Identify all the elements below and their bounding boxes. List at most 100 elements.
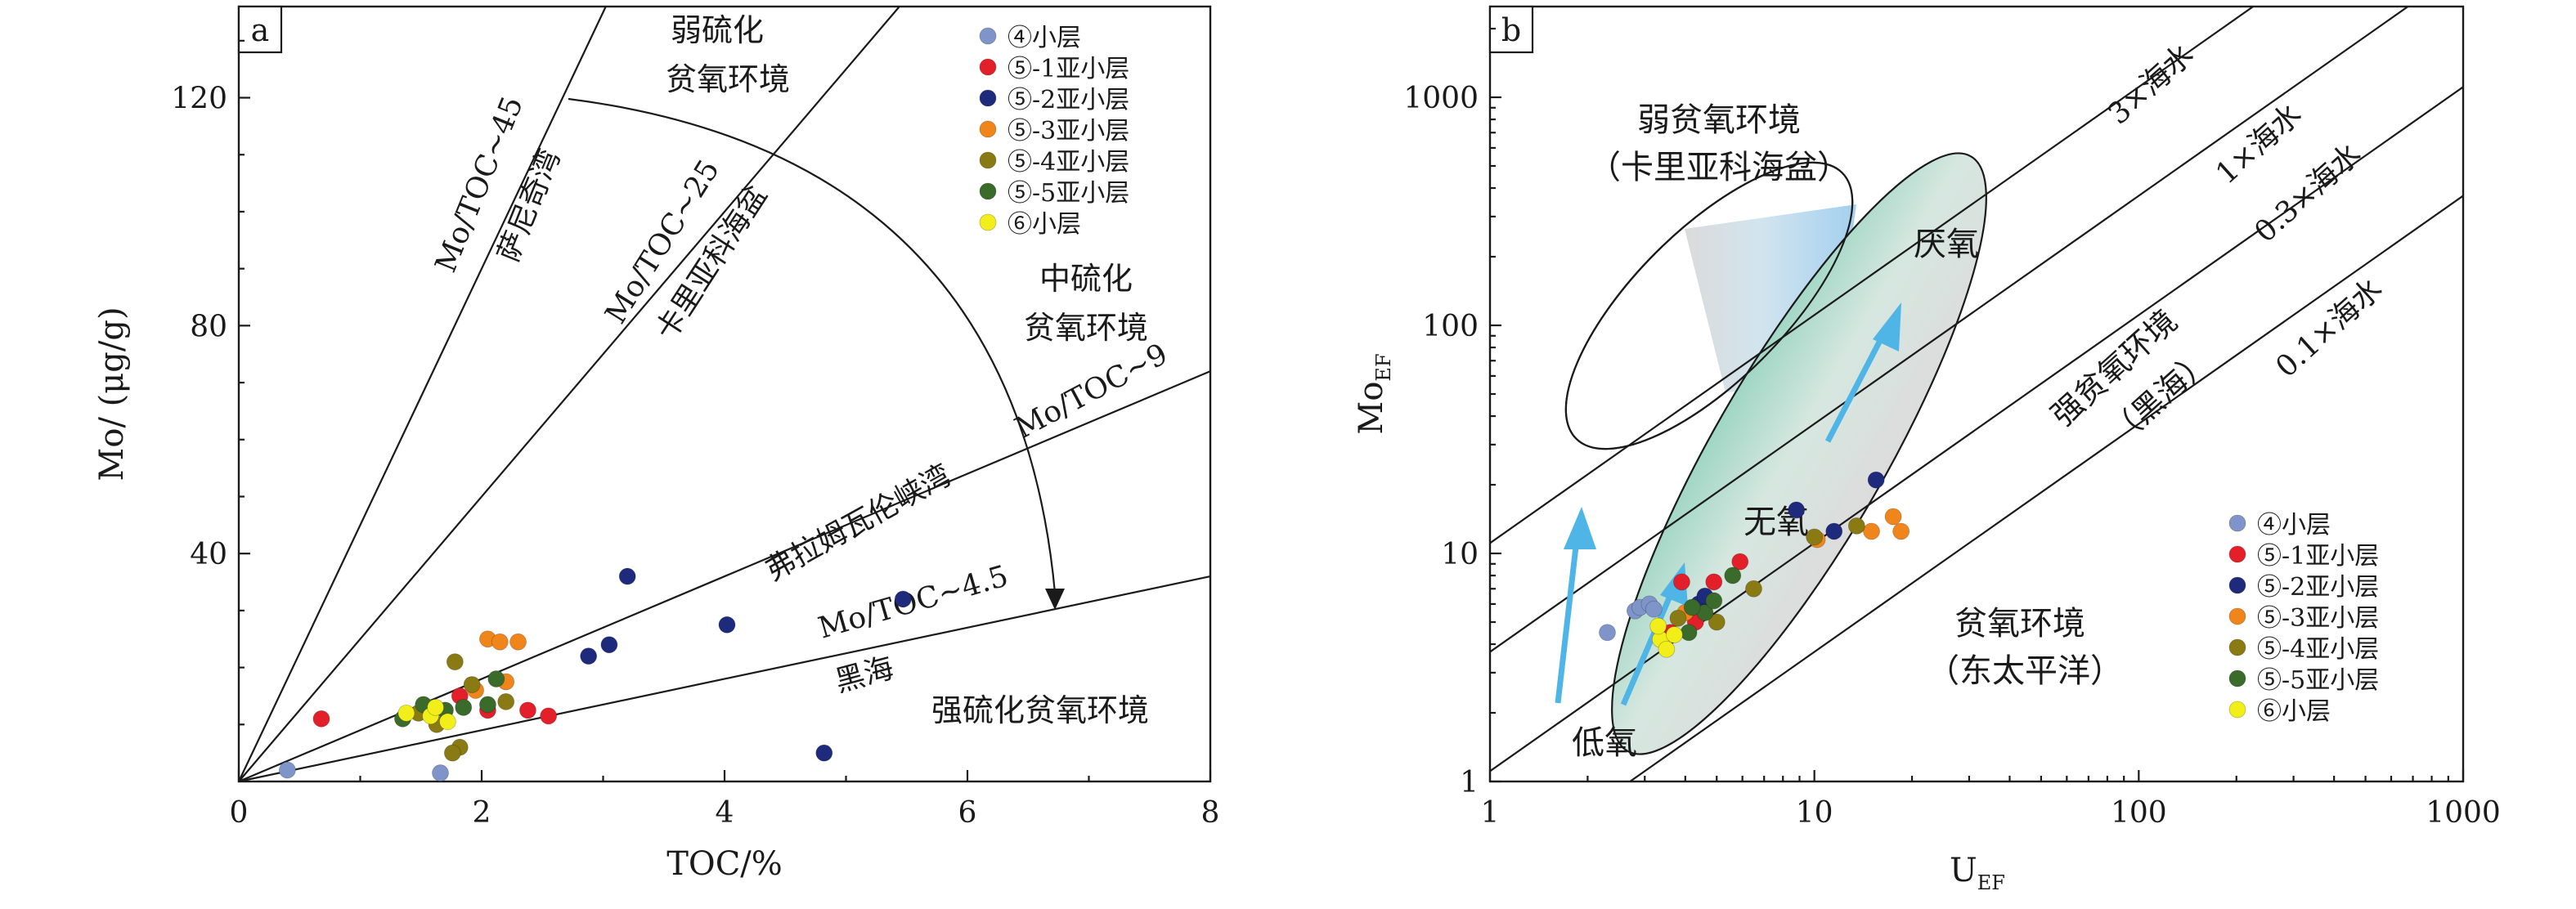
legend-a-label-layer6: ⑥小层 — [1008, 210, 1081, 239]
point-b-layer5-2 — [1788, 501, 1806, 519]
legend-b-marker-layer5-2 — [2228, 576, 2246, 594]
panel-b-legend: ④小层 ⑤-1亚小层 ⑤-2亚小层 ⑤-3亚小层 ⑤-4亚小层 ⑤-5亚小层 ⑥… — [2228, 511, 2379, 726]
legend-a-label-layer5-5: ⑤-5亚小层 — [1008, 179, 1129, 208]
x-tick-label-a: 0 — [230, 796, 249, 830]
arrow-left-shaft — [1555, 539, 1580, 704]
legend-a-marker-layer6 — [979, 213, 997, 231]
ref-line-b-3 — [1628, 195, 2463, 781]
point-b-layer6 — [1665, 626, 1683, 643]
legend-a-label-layer5-1: ⑤-1亚小层 — [1008, 55, 1129, 83]
point-b-layer5-5 — [1705, 592, 1723, 610]
label-black-sea: 黑海 — [832, 652, 897, 699]
point-b-layer5-2 — [1867, 471, 1885, 489]
panel-a-points — [278, 567, 912, 781]
y-tick-label-a: 80 — [190, 310, 227, 343]
point-a-layer5-1 — [312, 710, 330, 728]
label-framvaren: 弗拉姆瓦伦峡湾 — [760, 459, 956, 588]
legend-b-marker-layer5-5 — [2228, 669, 2246, 687]
point-a-layer5-4 — [463, 676, 481, 693]
legend-b-marker-layer5-4 — [2228, 638, 2246, 656]
y-tick-label-b: 10 — [1441, 538, 1479, 571]
legend-b-label-layer5-5: ⑤-5亚小层 — [2257, 666, 2379, 695]
panel-b-y-axis-main: Mo — [1353, 382, 1390, 435]
point-a-layer5-3 — [491, 633, 509, 651]
annotation-anaerobic: 厌氧 — [1914, 226, 1979, 263]
panel-b-label: b — [1501, 12, 1521, 48]
y-tick-label-b: 1000 — [1403, 82, 1479, 115]
annotation-cariaco: （卡里亚科海盆） — [1588, 149, 1850, 186]
annotation-moderate-sulfidic: 中硫化 — [1039, 261, 1133, 297]
x-tick-label-a: 8 — [1201, 796, 1220, 830]
legend-b-label-layer6: ⑥小层 — [2257, 697, 2331, 726]
point-a-layer5-5 — [479, 696, 496, 714]
label-mo-toc-4-5: Mo/TOC~4.5 — [815, 559, 1012, 645]
point-a-layer5-4 — [446, 653, 464, 671]
point-a-layer6 — [427, 698, 444, 716]
label-3x-seawater: 3×海水 — [2102, 38, 2200, 131]
y-tick-label-a: 120 — [171, 83, 227, 116]
panel-a-arrowhead — [1045, 589, 1065, 610]
x-tick-label-b: 1000 — [2426, 796, 2501, 830]
point-a-layer4 — [278, 761, 296, 779]
annotation-east-pacific: （东太平洋） — [1927, 652, 2123, 690]
point-a-layer5-1 — [519, 701, 536, 719]
legend-b-label-layer5-2: ⑤-2亚小层 — [2257, 573, 2379, 602]
arrow-mid-shaft — [1620, 587, 1676, 706]
legend-a-label-layer5-2: ⑤-2亚小层 — [1008, 86, 1129, 114]
legend-a-label-layer5-4: ⑤-4亚小层 — [1008, 148, 1129, 177]
legend-a-marker-layer5-4 — [979, 151, 997, 169]
legend-a-label-layer4: ④小层 — [1008, 24, 1081, 52]
arrow-right-shaft — [1824, 329, 1888, 443]
point-b-layer5-4 — [1806, 528, 1824, 546]
annotation-strong-sulfidic: 强硫化贫氧环境 — [931, 692, 1149, 728]
point-b-layer5-5 — [1683, 598, 1701, 616]
point-b-layer5-3 — [1863, 522, 1880, 540]
point-b-layer5-5 — [1680, 624, 1698, 642]
legend-b-label-layer5-4: ⑤-4亚小层 — [2257, 635, 2379, 664]
legend-b-marker-layer5-1 — [2228, 545, 2246, 563]
legend-b-marker-layer6 — [2228, 701, 2246, 719]
arrow-left-head — [1564, 507, 1596, 549]
y-tick-label-b: 1 — [1460, 766, 1479, 799]
legend-a-marker-layer5-1 — [979, 58, 997, 76]
legend-a-label-layer5-3: ⑤-3亚小层 — [1008, 117, 1129, 146]
point-b-layer5-4 — [1669, 609, 1687, 627]
panel-b-y-axis-title: MoEF — [1353, 353, 1395, 434]
region-weak-suboxic-outline — [1564, 161, 1854, 450]
point-b-layer5-4 — [1745, 580, 1762, 598]
point-b-layer5-1 — [1731, 553, 1749, 571]
point-a-layer5-2 — [618, 567, 636, 585]
panel-a-label-box — [237, 5, 283, 54]
ref-line-b-2 — [1490, 86, 2463, 772]
point-b-layer5-3 — [1884, 508, 1902, 526]
point-b-layer5-1 — [1705, 573, 1723, 591]
panel-a-ticks: 0 2 4 6 8 40 80 120 — [171, 39, 1220, 830]
annotation-suboxic: 贫氧环境 — [1954, 605, 2085, 643]
point-b-layer6 — [1658, 640, 1676, 658]
point-a-layer6 — [439, 713, 456, 731]
panel-a-x-axis-title: TOC/% — [666, 845, 783, 883]
point-a-layer5-5 — [455, 698, 473, 716]
arrow-right-head — [1873, 302, 1901, 352]
legend-a-marker-layer4 — [979, 27, 997, 45]
point-b-layer5-1 — [1673, 573, 1690, 591]
label-mo-toc-9: Mo/TOC~9 — [1010, 338, 1174, 446]
point-a-layer6 — [397, 704, 415, 722]
panel-a-label: a — [251, 12, 270, 48]
panel-b-x-axis-sub: EF — [1977, 871, 2005, 894]
panel-b-ticks: 1 10 100 1000 1 10 100 1000 — [1403, 27, 2501, 830]
legend-b-marker-layer4 — [2228, 514, 2246, 532]
panel-a-annotations: 弱硫化 贫氧环境 中硫化 贫氧环境 强硫化贫氧环境 — [666, 12, 1149, 728]
ref-line-a-3 — [238, 575, 1211, 783]
legend-a-marker-layer5-5 — [979, 182, 997, 200]
point-b-layer6 — [1649, 617, 1667, 635]
x-tick-label-a: 4 — [716, 796, 734, 830]
point-a-layer5-3 — [509, 633, 527, 651]
point-b-layer5-4 — [1847, 517, 1865, 535]
ref-line-a-0 — [238, 6, 607, 782]
point-a-layer5-5 — [487, 670, 505, 687]
point-a-layer5-4 — [497, 693, 515, 710]
panel-a-legend: ④小层 ⑤-1亚小层 ⑤-2亚小层 ⑤-3亚小层 ⑤-4亚小层 ⑤-5亚小层 ⑥… — [979, 24, 1129, 239]
annotation-suboxic-2: 贫氧环境 — [1024, 310, 1148, 346]
